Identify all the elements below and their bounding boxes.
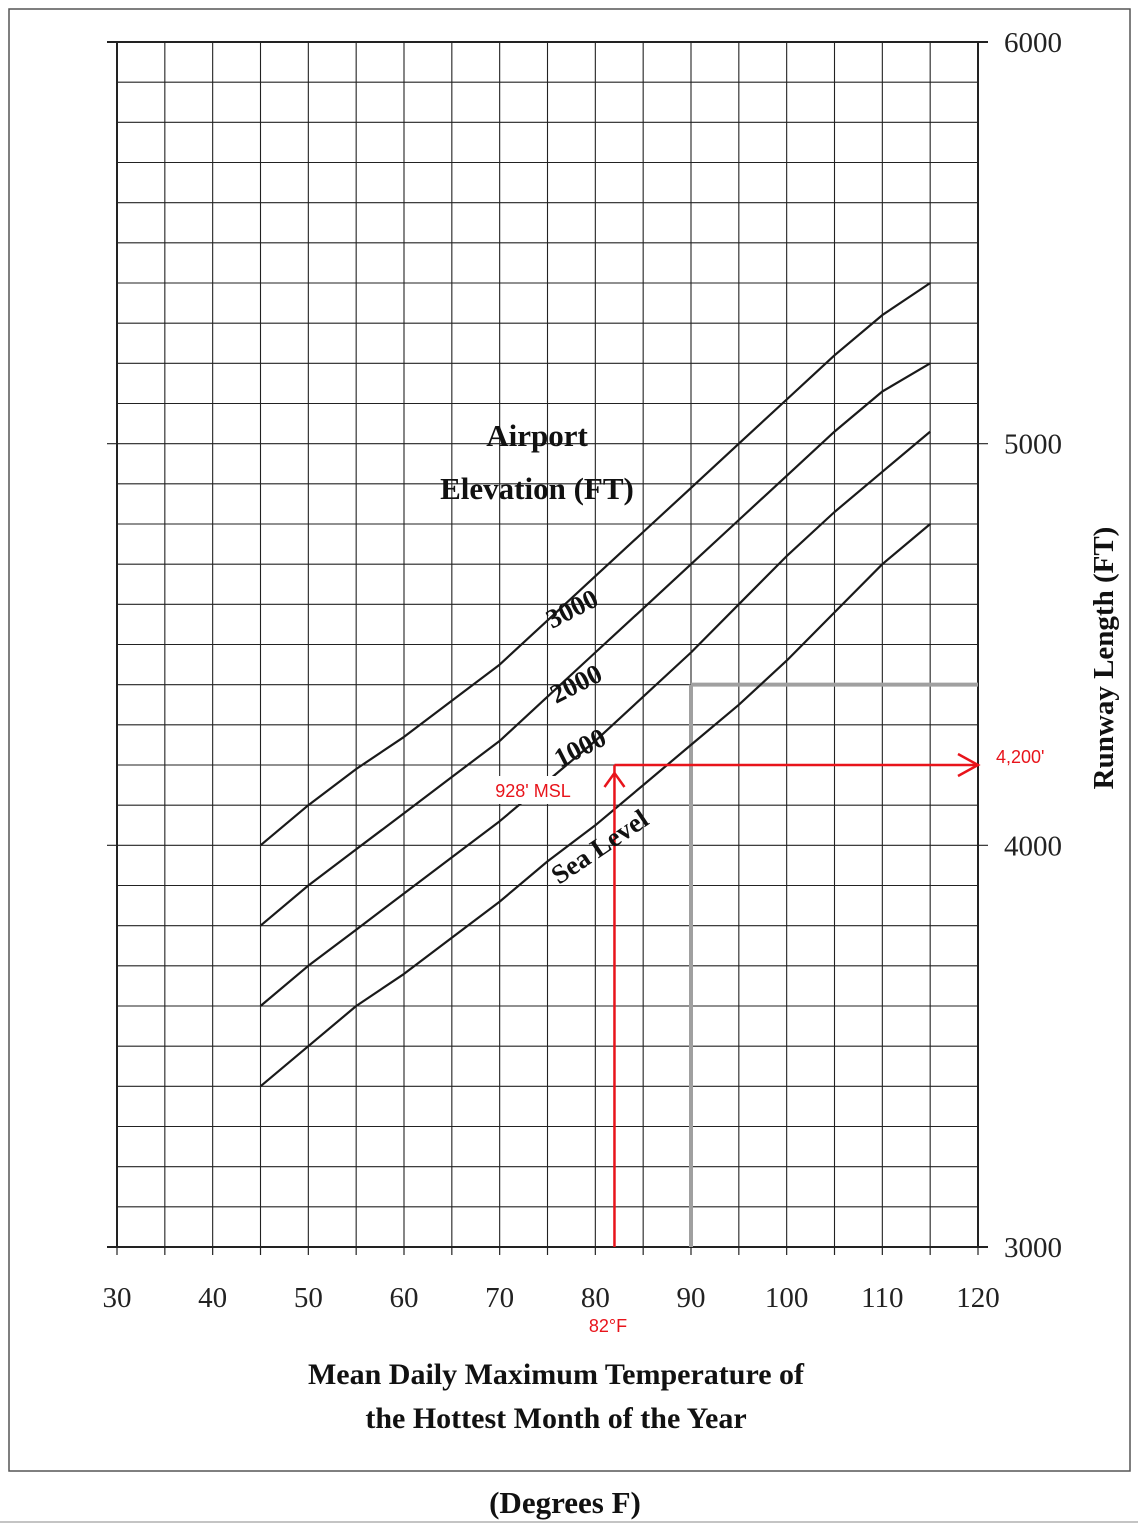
x-tick-labels: 30 40 50 60 70 80 90 100 110 120 bbox=[103, 1282, 1000, 1314]
x-axis-units: (Degrees F) bbox=[489, 1485, 641, 1520]
series-line-3000 bbox=[259, 282, 931, 847]
y-tick-label: 3000 bbox=[1004, 1232, 1062, 1264]
series-label-sea-level: Sea Level bbox=[546, 803, 655, 890]
y-tick-labels: 3000 4000 5000 6000 bbox=[1004, 27, 1062, 1264]
series-line-1000 bbox=[259, 430, 931, 1007]
y-axis-title: Runway Length (FT) bbox=[1088, 527, 1120, 790]
x-tick-label: 70 bbox=[485, 1282, 514, 1314]
x-tick-label: 120 bbox=[956, 1282, 1000, 1314]
red-arrowhead-right bbox=[957, 752, 981, 778]
x-tick-label: 90 bbox=[677, 1282, 706, 1314]
x-tick-label: 30 bbox=[103, 1282, 132, 1314]
y-tick-label: 4000 bbox=[1004, 830, 1062, 862]
red-reference-lines bbox=[603, 752, 981, 1247]
x-tick-label: 100 bbox=[765, 1282, 809, 1314]
outer-border bbox=[8, 8, 1131, 1472]
x-tick-label: 60 bbox=[390, 1282, 419, 1314]
annotation-928-msl: 928' MSL bbox=[495, 781, 570, 801]
grid bbox=[107, 41, 988, 1255]
x-tick-label: 50 bbox=[294, 1282, 323, 1314]
x-axis-title-line-1: Mean Daily Maximum Temperature of bbox=[308, 1358, 805, 1391]
gray-reference-lines bbox=[689, 682, 978, 1247]
series-label-1000: 1000 bbox=[549, 722, 611, 773]
annotation-runway-length: 4,200' bbox=[996, 747, 1044, 767]
series-line-sea-level bbox=[259, 523, 931, 1088]
y-tick-label: 5000 bbox=[1004, 429, 1062, 461]
annotation-928-msl-bg bbox=[478, 776, 588, 804]
series-label-2000: 2000 bbox=[545, 658, 607, 709]
legend-title-line-1: Airport bbox=[486, 418, 588, 453]
legend-title-line-2: Elevation (FT) bbox=[440, 471, 634, 506]
x-tick-label: 40 bbox=[198, 1282, 227, 1314]
x-axis-title-line-2: the Hottest Month of the Year bbox=[365, 1402, 746, 1435]
annotation-temperature: 82°F bbox=[589, 1316, 627, 1336]
x-tick-label: 110 bbox=[861, 1282, 903, 1314]
y-tick-label: 6000 bbox=[1004, 27, 1062, 59]
series-line-2000 bbox=[259, 362, 931, 927]
series-layer bbox=[259, 282, 931, 1088]
series-label-3000: 3000 bbox=[541, 583, 603, 634]
x-tick-label: 80 bbox=[581, 1282, 610, 1314]
red-arrowhead-up bbox=[603, 770, 626, 788]
